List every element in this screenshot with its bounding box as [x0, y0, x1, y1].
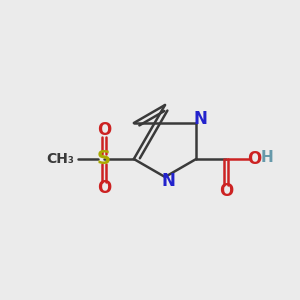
Text: N: N [162, 172, 176, 190]
Text: O: O [97, 121, 111, 139]
Text: CH₃: CH₃ [46, 152, 74, 166]
Text: O: O [247, 150, 261, 168]
Text: O: O [97, 179, 111, 197]
Text: N: N [193, 110, 207, 128]
Text: O: O [219, 182, 233, 200]
Text: H: H [260, 150, 273, 165]
Text: S: S [97, 149, 111, 169]
